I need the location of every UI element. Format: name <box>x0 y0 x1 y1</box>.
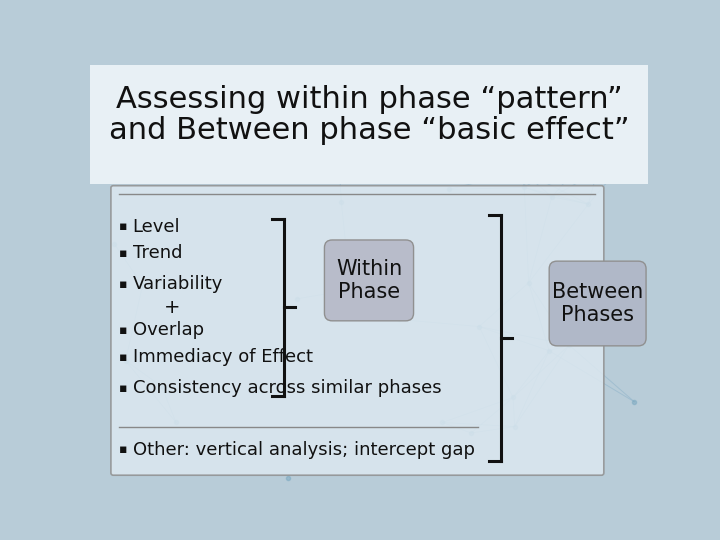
Text: ▪: ▪ <box>119 247 127 260</box>
Text: Trend: Trend <box>132 245 182 262</box>
Text: Assessing within phase “pattern”: Assessing within phase “pattern” <box>116 85 622 114</box>
Text: Consistency across similar phases: Consistency across similar phases <box>132 379 441 397</box>
FancyBboxPatch shape <box>325 240 413 321</box>
Text: +: + <box>139 298 180 317</box>
FancyBboxPatch shape <box>111 186 604 475</box>
Text: Between
Phases: Between Phases <box>552 282 643 325</box>
Text: Other: vertical analysis; intercept gap: Other: vertical analysis; intercept gap <box>132 441 474 459</box>
Text: ▪: ▪ <box>119 443 127 456</box>
Text: ▪: ▪ <box>119 351 127 364</box>
Text: Overlap: Overlap <box>132 321 204 340</box>
Text: ▪: ▪ <box>119 220 127 233</box>
Text: ▪: ▪ <box>119 278 127 291</box>
Text: Level: Level <box>132 218 180 235</box>
Text: Variability: Variability <box>132 275 223 293</box>
Text: Immediacy of Effect: Immediacy of Effect <box>132 348 312 367</box>
Text: and Between phase “basic effect”: and Between phase “basic effect” <box>109 116 629 145</box>
FancyBboxPatch shape <box>549 261 646 346</box>
Text: ▪: ▪ <box>119 324 127 337</box>
Text: Within
Phase: Within Phase <box>336 259 402 302</box>
Text: ▪: ▪ <box>119 382 127 395</box>
FancyBboxPatch shape <box>90 65 648 184</box>
